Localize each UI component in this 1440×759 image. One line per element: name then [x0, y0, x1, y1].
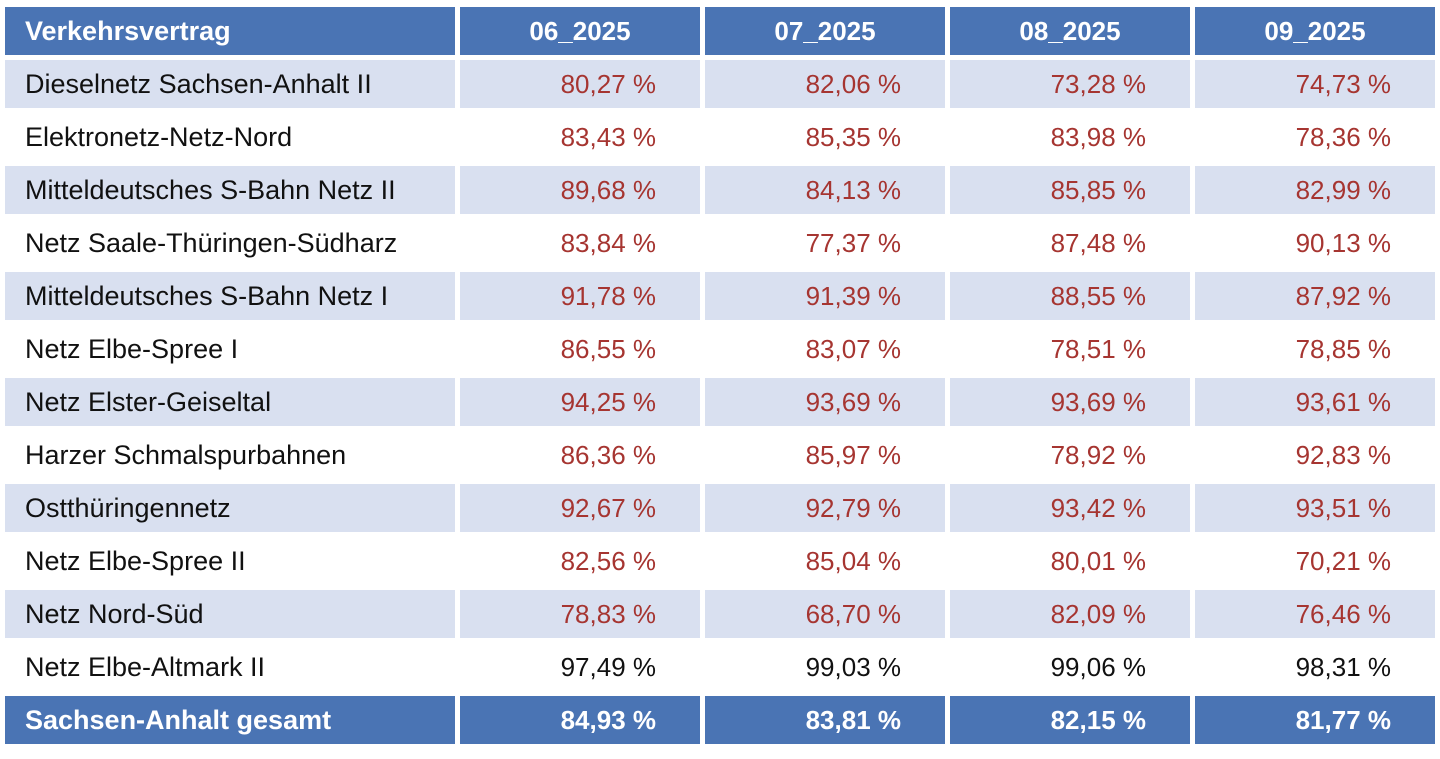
table-row: Mitteldeutsches S-Bahn Netz II 89,68 % 8… [5, 166, 1435, 214]
value-cell: 78,51 % [950, 325, 1190, 373]
value-cell: 99,03 % [705, 643, 945, 691]
value-cell: 89,68 % [460, 166, 700, 214]
value-cell: 73,28 % [950, 60, 1190, 108]
total-value-cell: 81,77 % [1195, 696, 1435, 744]
value-cell: 86,36 % [460, 431, 700, 479]
contract-name: Mitteldeutsches S-Bahn Netz II [5, 166, 455, 214]
table-total-row: Sachsen-Anhalt gesamt 84,93 % 83,81 % 82… [5, 696, 1435, 744]
value-cell: 83,07 % [705, 325, 945, 373]
total-value-cell: 83,81 % [705, 696, 945, 744]
value-cell: 87,48 % [950, 219, 1190, 267]
value-cell: 77,37 % [705, 219, 945, 267]
column-header-07-2025: 07_2025 [705, 7, 945, 55]
value-cell: 85,85 % [950, 166, 1190, 214]
value-cell: 87,92 % [1195, 272, 1435, 320]
value-cell: 80,01 % [950, 537, 1190, 585]
value-cell: 78,92 % [950, 431, 1190, 479]
value-cell: 78,83 % [460, 590, 700, 638]
value-cell: 70,21 % [1195, 537, 1435, 585]
table-row: Elektronetz-Netz-Nord 83,43 % 85,35 % 83… [5, 113, 1435, 161]
contract-name: Dieselnetz Sachsen-Anhalt II [5, 60, 455, 108]
value-cell: 88,55 % [950, 272, 1190, 320]
value-cell: 82,06 % [705, 60, 945, 108]
contract-name: Netz Nord-Süd [5, 590, 455, 638]
value-cell: 93,51 % [1195, 484, 1435, 532]
contract-name: Elektronetz-Netz-Nord [5, 113, 455, 161]
value-cell: 85,97 % [705, 431, 945, 479]
value-cell: 93,69 % [950, 378, 1190, 426]
value-cell: 93,42 % [950, 484, 1190, 532]
value-cell: 91,78 % [460, 272, 700, 320]
total-label: Sachsen-Anhalt gesamt [5, 696, 455, 744]
value-cell: 86,55 % [460, 325, 700, 373]
table-row: Harzer Schmalspurbahnen 86,36 % 85,97 % … [5, 431, 1435, 479]
contract-name: Mitteldeutsches S-Bahn Netz I [5, 272, 455, 320]
value-cell: 82,99 % [1195, 166, 1435, 214]
contract-name: Netz Elster-Geiseltal [5, 378, 455, 426]
value-cell: 78,85 % [1195, 325, 1435, 373]
value-cell: 80,27 % [460, 60, 700, 108]
value-cell: 98,31 % [1195, 643, 1435, 691]
table-row: Netz Elbe-Spree I 86,55 % 83,07 % 78,51 … [5, 325, 1435, 373]
contract-name: Harzer Schmalspurbahnen [5, 431, 455, 479]
column-header-06-2025: 06_2025 [460, 7, 700, 55]
value-cell: 90,13 % [1195, 219, 1435, 267]
table-row: Netz Elbe-Altmark II 97,49 % 99,03 % 99,… [5, 643, 1435, 691]
table-row: Netz Elster-Geiseltal 94,25 % 93,69 % 93… [5, 378, 1435, 426]
value-cell: 83,84 % [460, 219, 700, 267]
table-row: Netz Saale-Thüringen-Südharz 83,84 % 77,… [5, 219, 1435, 267]
table-row: Mitteldeutsches S-Bahn Netz I 91,78 % 91… [5, 272, 1435, 320]
contract-name: Netz Saale-Thüringen-Südharz [5, 219, 455, 267]
contract-name: Netz Elbe-Spree I [5, 325, 455, 373]
value-cell: 92,83 % [1195, 431, 1435, 479]
value-cell: 74,73 % [1195, 60, 1435, 108]
table-row: Dieselnetz Sachsen-Anhalt II 80,27 % 82,… [5, 60, 1435, 108]
column-header-08-2025: 08_2025 [950, 7, 1190, 55]
value-cell: 94,25 % [460, 378, 700, 426]
column-header-09-2025: 09_2025 [1195, 7, 1435, 55]
table-header-row: Verkehrsvertrag 06_2025 07_2025 08_2025 … [5, 7, 1435, 55]
value-cell: 85,04 % [705, 537, 945, 585]
total-value-cell: 84,93 % [460, 696, 700, 744]
value-cell: 93,69 % [705, 378, 945, 426]
table-row: Netz Elbe-Spree II 82,56 % 85,04 % 80,01… [5, 537, 1435, 585]
value-cell: 84,13 % [705, 166, 945, 214]
value-cell: 92,67 % [460, 484, 700, 532]
value-cell: 85,35 % [705, 113, 945, 161]
value-cell: 92,79 % [705, 484, 945, 532]
contract-name: Netz Elbe-Spree II [5, 537, 455, 585]
value-cell: 83,43 % [460, 113, 700, 161]
value-cell: 91,39 % [705, 272, 945, 320]
column-header-verkehrsvertrag: Verkehrsvertrag [5, 7, 455, 55]
table-row: Netz Nord-Süd 78,83 % 68,70 % 82,09 % 76… [5, 590, 1435, 638]
value-cell: 93,61 % [1195, 378, 1435, 426]
value-cell: 68,70 % [705, 590, 945, 638]
table-row: Ostthüringennetz 92,67 % 92,79 % 93,42 %… [5, 484, 1435, 532]
value-cell: 99,06 % [950, 643, 1190, 691]
contract-name: Netz Elbe-Altmark II [5, 643, 455, 691]
contract-name: Ostthüringennetz [5, 484, 455, 532]
value-cell: 97,49 % [460, 643, 700, 691]
value-cell: 76,46 % [1195, 590, 1435, 638]
total-value-cell: 82,15 % [950, 696, 1190, 744]
value-cell: 83,98 % [950, 113, 1190, 161]
value-cell: 82,09 % [950, 590, 1190, 638]
value-cell: 78,36 % [1195, 113, 1435, 161]
value-cell: 82,56 % [460, 537, 700, 585]
